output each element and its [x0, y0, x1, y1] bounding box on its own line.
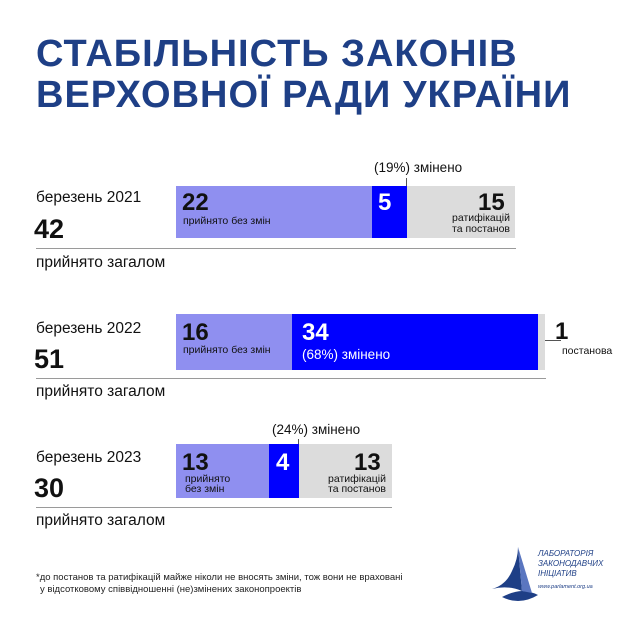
changed-value: 34 [302, 319, 329, 346]
unchanged-label: прийнято без змін [183, 344, 271, 356]
group-total: 42 [34, 214, 65, 244]
bar-segment-changed [372, 186, 407, 238]
group-total-label: прийнято загалом [36, 254, 166, 271]
ratifications-value: 1 [555, 318, 569, 345]
bar-segment-changed [292, 314, 538, 370]
ratifications-value: 15 [478, 189, 505, 216]
page-title-line-1: СТАБІЛЬНІСТЬ ЗАКОНІВ [36, 33, 518, 75]
group-divider [36, 507, 392, 508]
group-date: березень 2022 [36, 320, 142, 337]
logo-text: ЛАБОРАТОРІЯ ЗАКОНОДАВЧИХ ІНІЦІАТИВ [538, 549, 603, 579]
logo-line-1: ЛАБОРАТОРІЯ [538, 549, 594, 558]
ratifications-label-1: постанова [562, 345, 613, 357]
footnote-line-1: *до постанов та ратифікацій майже ніколи… [36, 572, 403, 583]
ratifications-label-1: ратифікацій [328, 473, 386, 485]
note-connector [406, 178, 407, 186]
changed-percent-note: (24%) змінено [272, 422, 361, 437]
bar-segment-ratifications [299, 444, 392, 498]
group-total-label: прийнято загалом [36, 512, 166, 529]
group-total: 51 [34, 344, 65, 374]
group-total-label: прийнято загалом [36, 383, 166, 400]
changed-value: 5 [378, 189, 392, 216]
ratifications-label-2: та постанов [328, 483, 386, 495]
unchanged-label-2: без змін [185, 483, 225, 495]
bar-segment-unchanged [176, 444, 269, 498]
unchanged-value: 16 [182, 319, 209, 346]
unchanged-value: 22 [182, 189, 209, 216]
group-date: березень 2023 [36, 449, 142, 466]
bar-segment-unchanged [176, 314, 292, 370]
note-connector [545, 340, 561, 341]
changed-value: 4 [276, 449, 290, 476]
changed-percent-note: (68%) змінено [302, 347, 391, 362]
changed-percent-note: (19%) змінено [374, 160, 463, 175]
group-total: 30 [34, 473, 65, 503]
page-title: СТАБІЛЬНІСТЬ ЗАКОНІВ ВЕРХОВНОЇ РАДИ УКРА… [36, 34, 571, 116]
bar-segment-ratifications [538, 314, 545, 370]
ratifications-label-2: та постанов [452, 223, 510, 235]
footnote: *до постанов та ратифікацій майже ніколи… [36, 572, 402, 596]
footnote-line-2: у відсотковому співвідношенні (не)змінен… [40, 584, 302, 595]
unchanged-label-1: прийнято [185, 473, 231, 485]
bar-segment-changed [269, 444, 299, 498]
ratifications-value: 13 [354, 449, 381, 476]
bar-segment-unchanged [176, 186, 372, 238]
bar-segment-ratifications [407, 186, 515, 238]
unchanged-label: прийнято без змін [183, 215, 271, 227]
logo-icon [492, 547, 538, 601]
logo-line-2: ЗАКОНОДАВЧИХ [538, 559, 604, 568]
logo-line-3: ІНІЦІАТИВ [538, 569, 577, 578]
note-connector [298, 439, 299, 444]
page-title-line-2: ВЕРХОВНОЇ РАДИ УКРАЇНИ [36, 74, 572, 116]
logo-url: www.parlament.org.ua [538, 584, 593, 590]
ratifications-label-1: ратифікацій [452, 212, 510, 224]
group-divider [36, 248, 516, 249]
unchanged-value: 13 [182, 449, 209, 476]
group-date: березень 2021 [36, 189, 142, 206]
group-divider [36, 378, 546, 379]
